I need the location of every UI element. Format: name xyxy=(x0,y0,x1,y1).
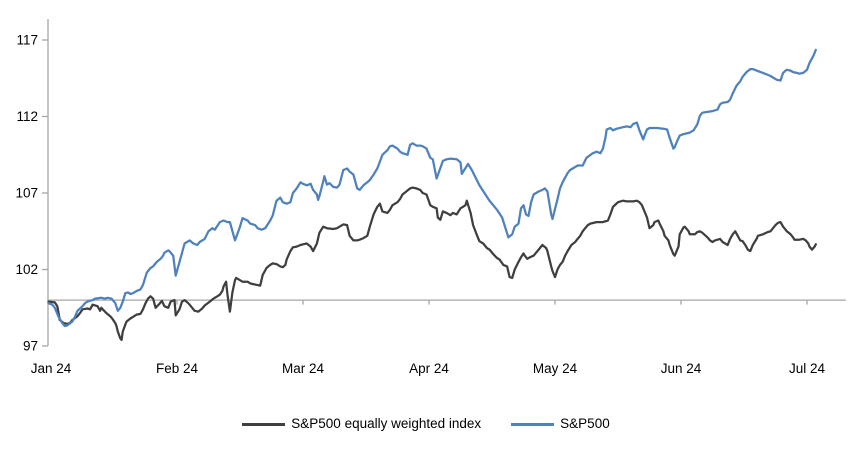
x-tick-label: Jul 24 xyxy=(789,361,826,376)
x-tick-label: Jun 24 xyxy=(661,361,702,376)
x-tick-label: Feb 24 xyxy=(156,361,199,376)
y-tick-label: 97 xyxy=(23,339,38,354)
chart-legend: S&P500 equally weighted index S&P500 xyxy=(0,412,852,436)
x-tick-label: Mar 24 xyxy=(282,361,325,376)
sp500-line-swatch xyxy=(511,422,555,426)
y-tick-label: 102 xyxy=(15,262,38,277)
legend-label-sp500: S&P500 xyxy=(560,416,610,432)
y-tick-label: 117 xyxy=(16,33,38,48)
x-tick-label: Jan 24 xyxy=(31,361,72,376)
legend-item-equal-weight: S&P500 equally weighted index xyxy=(242,417,481,431)
legend-label-equal-weight: S&P500 equally weighted index xyxy=(291,416,482,432)
y-tick-label: 112 xyxy=(16,109,38,124)
x-tick-label: May 24 xyxy=(533,361,578,376)
legend-item-sp500: S&P500 xyxy=(511,417,610,431)
series-line-sp500 xyxy=(47,48,817,328)
x-tick-label: Apr 24 xyxy=(409,361,449,376)
series-line-equal-weight xyxy=(47,186,817,342)
equal-weight-line-swatch xyxy=(242,422,286,426)
y-tick-label: 107 xyxy=(15,186,38,201)
